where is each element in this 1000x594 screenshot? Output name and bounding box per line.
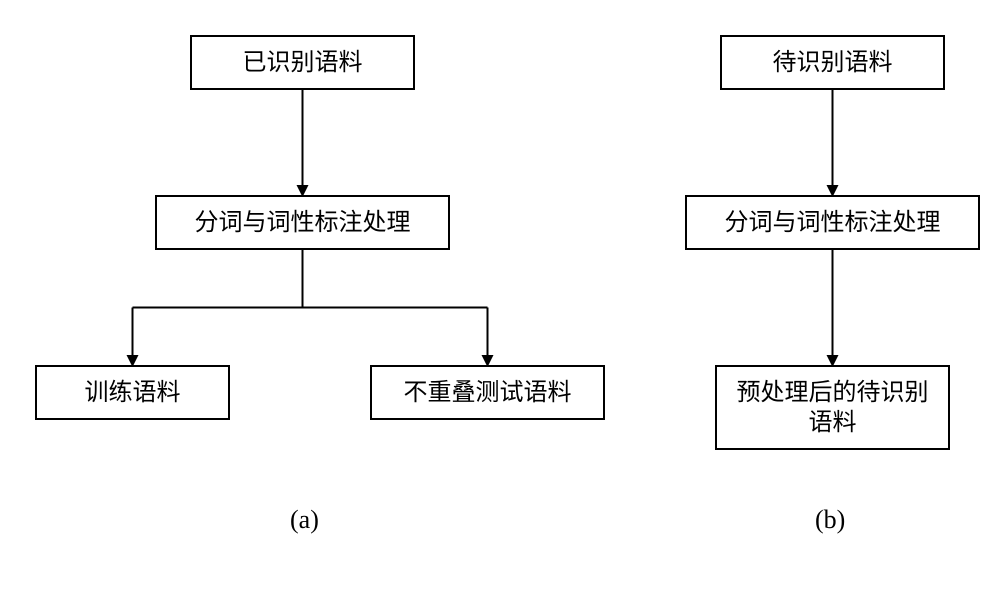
node-a3: 训练语料	[35, 365, 230, 420]
node-a1: 已识别语料	[190, 35, 415, 90]
node-a1-label: 已识别语料	[243, 48, 363, 78]
node-a4: 不重叠测试语料	[370, 365, 605, 420]
caption-a: (a)	[290, 505, 319, 535]
node-a4-label: 不重叠测试语料	[404, 378, 572, 408]
caption-b-text: (b)	[815, 505, 845, 534]
caption-b: (b)	[815, 505, 845, 535]
node-b3: 预处理后的待识别语料	[715, 365, 950, 450]
node-a2-label: 分词与词性标注处理	[195, 208, 411, 238]
node-b1: 待识别语料	[720, 35, 945, 90]
node-a2: 分词与词性标注处理	[155, 195, 450, 250]
node-b2-label: 分词与词性标注处理	[725, 208, 941, 238]
caption-a-text: (a)	[290, 505, 319, 534]
node-b3-label: 预处理后的待识别语料	[725, 378, 940, 438]
node-b1-label: 待识别语料	[773, 48, 893, 78]
node-b2: 分词与词性标注处理	[685, 195, 980, 250]
flowchart-canvas: 已识别语料 分词与词性标注处理 训练语料 不重叠测试语料 待识别语料 分词与词性…	[0, 0, 1000, 594]
node-a3-label: 训练语料	[85, 378, 181, 408]
